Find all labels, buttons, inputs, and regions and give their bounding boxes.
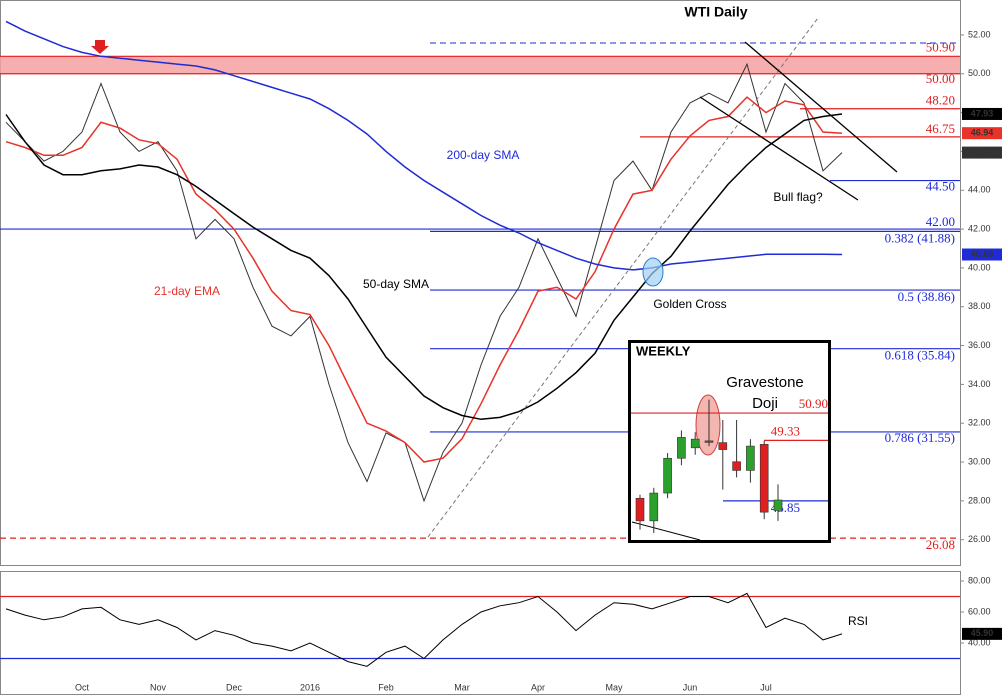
price-tag <box>962 127 1002 140</box>
price-tag-label: 47.93 <box>971 108 994 118</box>
annotation: Golden Cross <box>653 297 726 311</box>
y-tick-label: 40.00 <box>968 637 991 647</box>
candle-body <box>663 457 672 494</box>
y-tick-label: 26.00 <box>968 534 991 544</box>
level-label: 48.20 <box>926 93 955 108</box>
y-tick-label: 28.00 <box>968 495 991 505</box>
level-label: 26.08 <box>926 537 955 552</box>
channel-upper <box>744 41 898 173</box>
inset-title: WEEKLY <box>636 343 691 358</box>
series-line <box>5 20 843 271</box>
y-tick-label: 44.00 <box>968 185 991 195</box>
trend-line <box>427 17 819 538</box>
level-label: 0.618 (35.84) <box>885 348 955 363</box>
level-label: 50.90 <box>799 396 828 411</box>
series-name: 21-day EMA <box>154 284 220 298</box>
golden-cross-marker <box>642 257 664 287</box>
candle-body <box>704 440 714 443</box>
x-tick-label: Nov <box>150 682 167 692</box>
candle-body <box>759 444 769 513</box>
inset-annotation: Gravestone <box>726 374 804 391</box>
price-tag <box>962 627 1002 640</box>
rsi-panel <box>0 571 961 695</box>
price-tag-label: 45.94 <box>971 147 994 157</box>
candle-body <box>746 445 755 471</box>
y-tick-label: 52.00 <box>968 29 991 39</box>
main-layer: 26.00 28.00 30.00 32.00 34.00 36.00 38.00 40.00… <box>0 20 991 692</box>
candle-body <box>773 499 783 511</box>
chart-title: WTI Daily <box>684 4 747 20</box>
x-tick-label: Dec <box>226 682 243 692</box>
level-label: 50.00 <box>926 71 955 86</box>
series-line <box>5 62 843 503</box>
y-tick-label: 32.00 <box>968 418 991 428</box>
level-label: 0.382 (41.88) <box>885 230 955 245</box>
y-tick-label: 36.00 <box>968 340 991 350</box>
level-label: 0.5 (38.86) <box>898 289 955 304</box>
x-tick-label: Mar <box>454 682 470 692</box>
annotation: Bull flag? <box>773 190 823 204</box>
y-tick-label: 38.00 <box>968 301 991 311</box>
price-tag <box>962 146 1002 159</box>
level-label: 0.786 (31.55) <box>885 430 955 445</box>
doji-marker <box>695 394 721 456</box>
inset-panel <box>628 340 831 543</box>
series-name: 50-day SMA <box>363 277 429 291</box>
y-tick-label: 60.00 <box>968 606 991 616</box>
price-tag-label: 45.90 <box>971 628 994 638</box>
candle-body <box>677 437 686 459</box>
series-name: RSI <box>848 614 868 628</box>
y-tick-label: 34.00 <box>968 379 991 389</box>
x-tick-label: Apr <box>531 682 545 692</box>
y-tick-label: 80.00 <box>968 575 991 585</box>
price-tag-label: 46.94 <box>971 128 994 138</box>
series-line <box>5 592 843 667</box>
level-label: 42.00 <box>926 214 955 229</box>
channel-lower <box>699 96 859 201</box>
x-tick-label: Jun <box>683 682 698 692</box>
inset-trend <box>631 521 701 541</box>
level-label: 44.50 <box>926 179 955 194</box>
arrow <box>91 40 109 54</box>
candle-body <box>732 461 741 471</box>
level-label: 49.33 <box>771 423 800 438</box>
x-tick-label: 2016 <box>300 682 320 692</box>
level-label: 50.90 <box>926 39 955 54</box>
candle-body <box>649 492 659 522</box>
y-tick-label: 42.00 <box>968 223 991 233</box>
candle-body <box>690 438 700 449</box>
candle-body <box>718 442 728 450</box>
level-label: 46.75 <box>926 121 955 136</box>
x-tick-label: May <box>605 682 623 692</box>
x-tick-label: Feb <box>378 682 394 692</box>
x-tick-label: Oct <box>75 682 90 692</box>
series-name: 200-day SMA <box>447 148 520 162</box>
price-tag <box>962 248 1002 261</box>
x-tick-label: Jul <box>760 682 772 692</box>
candle-body <box>635 497 645 522</box>
price-tag-label: 40.69 <box>971 249 994 259</box>
price-tag <box>962 107 1002 120</box>
y-tick-label: 50.00 <box>968 68 991 78</box>
series-line <box>5 96 843 463</box>
inset-annotation: Doji <box>752 395 778 412</box>
y-tick-label: 40.00 <box>968 262 991 272</box>
resistance-zone <box>0 56 960 74</box>
y-tick-label: 30.00 <box>968 456 991 466</box>
series-line <box>5 113 843 421</box>
